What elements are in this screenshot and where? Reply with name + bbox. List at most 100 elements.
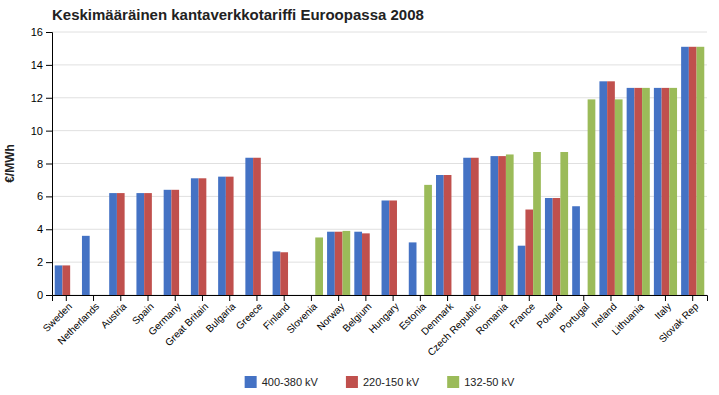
x-tick-label: Slovenia xyxy=(284,300,319,335)
bars xyxy=(55,47,705,295)
x-tick-label: Austria xyxy=(99,300,129,330)
x-tick: Greece xyxy=(234,295,265,332)
y-tick-mark xyxy=(46,229,52,230)
x-tick-mark xyxy=(175,295,176,301)
x-tick-label: Greece xyxy=(234,300,265,331)
y-tick-label: 6 xyxy=(37,190,43,202)
x-tick-mark xyxy=(610,295,611,301)
x-tick-mark xyxy=(474,295,475,301)
x-tick-mark xyxy=(66,295,67,301)
bar xyxy=(62,265,70,295)
x-tick: Lithuania xyxy=(610,295,647,337)
x-tick-mark xyxy=(338,295,339,301)
legend-swatch xyxy=(447,376,459,388)
x-tick: France xyxy=(507,295,537,330)
y-tick: 10 xyxy=(31,125,52,137)
x-tick-mark xyxy=(284,295,285,301)
y-axis-line xyxy=(46,33,53,296)
x-tick: Czech Republic xyxy=(425,295,482,358)
bar xyxy=(218,177,226,295)
bar xyxy=(280,252,288,295)
x-tick: Hungary xyxy=(366,295,401,335)
bar xyxy=(171,190,179,295)
x-tick: Netherlands xyxy=(55,295,101,347)
x-tick: Slovenia xyxy=(284,295,319,336)
bar-series xyxy=(315,47,704,295)
bar xyxy=(424,185,432,295)
x-tick-label: Portugal xyxy=(557,301,591,335)
legend: 400-380 kV220-150 kV132-50 kV xyxy=(245,376,515,388)
bar xyxy=(199,178,207,295)
bar xyxy=(572,206,580,295)
bar xyxy=(553,198,561,295)
bar xyxy=(681,47,689,295)
grid-line xyxy=(52,64,707,65)
x-axis: SwedenNetherlandsAustriaSpainGermanyGrea… xyxy=(41,295,708,358)
x-tick-label: Hungary xyxy=(366,301,401,336)
y-tick-mark xyxy=(46,131,52,132)
bar xyxy=(490,156,498,295)
x-tick: Austria xyxy=(99,295,129,330)
bar xyxy=(545,198,553,295)
y-tick-label: 14 xyxy=(31,59,43,71)
y-tick-mark xyxy=(46,32,52,33)
y-tick-label: 0 xyxy=(37,289,43,301)
y-tick-mark xyxy=(46,295,52,296)
x-tick-mark xyxy=(256,295,257,301)
bar xyxy=(642,88,650,295)
bar xyxy=(335,232,343,295)
x-tick-mark xyxy=(529,295,530,301)
x-tick-label: Bulgaria xyxy=(204,300,238,334)
y-tick-mark xyxy=(46,164,52,165)
legend-item: 400-380 kV xyxy=(245,376,319,388)
y-tick: 14 xyxy=(31,59,52,71)
y-axis-title: €/MWh xyxy=(3,144,17,183)
bar xyxy=(662,88,670,295)
y-tick-label: 8 xyxy=(37,158,43,170)
bar xyxy=(525,210,533,295)
bar xyxy=(315,237,323,295)
bar xyxy=(607,81,615,295)
bar xyxy=(144,193,152,295)
x-tick-mark xyxy=(583,295,584,301)
y-tick-mark xyxy=(46,196,52,197)
bar xyxy=(697,47,705,295)
bar xyxy=(245,158,253,295)
bar xyxy=(498,156,506,295)
y-tick: 8 xyxy=(37,158,52,170)
x-tick-label: Lithuania xyxy=(610,300,647,337)
x-tick-label: France xyxy=(507,300,537,330)
x-tick-mark xyxy=(638,295,639,301)
y-tick: 2 xyxy=(37,256,52,268)
bar xyxy=(560,152,568,295)
x-tick: Slovak Rep xyxy=(657,295,701,345)
x-tick: Spain xyxy=(130,295,156,327)
bar xyxy=(136,193,144,295)
bar xyxy=(343,231,351,295)
y-tick-label: 10 xyxy=(31,125,43,137)
y-tick: 4 xyxy=(37,223,52,235)
bar xyxy=(226,177,234,295)
bar xyxy=(689,47,697,295)
y-tick-mark xyxy=(46,98,52,99)
y-tick: 16 xyxy=(31,26,52,38)
x-tick-mark xyxy=(148,295,149,301)
x-tick-mark xyxy=(93,295,94,301)
bar xyxy=(436,175,444,295)
bar xyxy=(382,200,390,295)
bar xyxy=(506,154,514,295)
x-axis-line xyxy=(53,296,708,302)
x-tick-label: Slovak Rep xyxy=(657,300,701,344)
legend-item: 220-150 kV xyxy=(346,376,420,388)
bar xyxy=(444,175,452,295)
bar xyxy=(327,232,335,295)
bar-series xyxy=(55,47,689,295)
x-tick: Bulgaria xyxy=(204,295,238,334)
bar xyxy=(669,88,677,295)
x-tick-mark xyxy=(120,295,121,301)
x-tick-label: Great Britain xyxy=(163,301,210,348)
legend-label: 400-380 kV xyxy=(262,376,319,388)
legend-label: 220-150 kV xyxy=(363,376,420,388)
x-tick-mark xyxy=(311,295,312,301)
bar-series xyxy=(62,47,696,295)
